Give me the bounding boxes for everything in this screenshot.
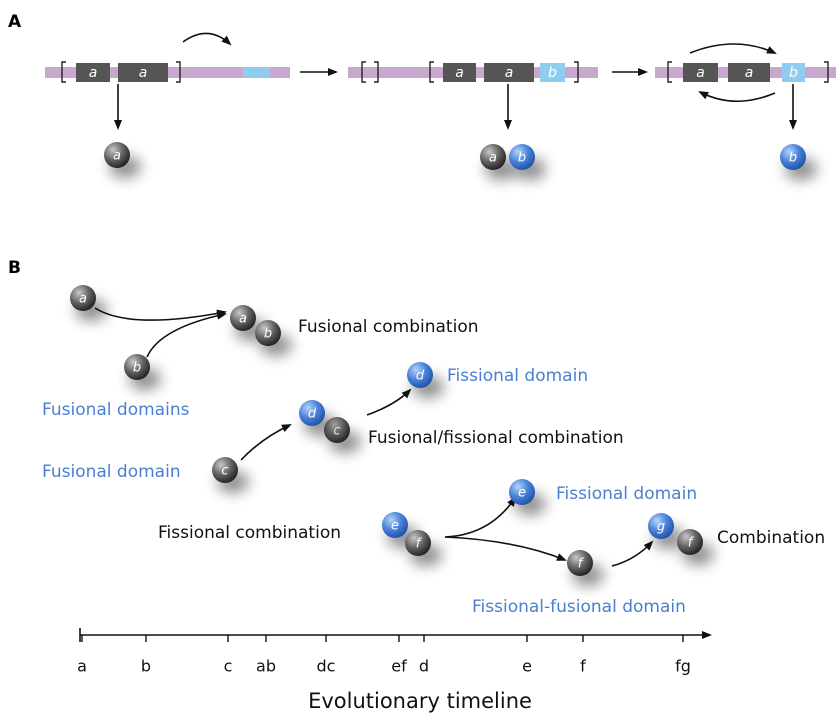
diagram: A B aaaabaabaabbababccddefefgfFusional c… [0, 0, 836, 717]
annotation: Combination [717, 528, 825, 548]
tick-label: fg [675, 657, 691, 676]
domain-label: a [745, 65, 754, 81]
tick-label: c [224, 657, 233, 676]
panel-label: A [8, 12, 22, 32]
sphere-label: b [518, 151, 526, 166]
sphere-label: c [221, 464, 228, 479]
tick-label: ab [256, 657, 276, 676]
annotation: Fissional domain [556, 484, 697, 504]
domain-label: a [696, 65, 705, 81]
domain-label: a [89, 65, 98, 81]
domain-label: a [139, 65, 148, 81]
tick-label: ef [391, 657, 407, 676]
tick-label: dc [317, 657, 336, 676]
sphere-label: a [239, 312, 247, 327]
sphere-label: a [113, 149, 121, 164]
domain-label: b [789, 65, 798, 81]
sphere-label: b [133, 361, 141, 376]
tick-label: a [77, 657, 87, 676]
annotation: Fusional domains [42, 400, 190, 420]
annotation: Fissional-fusional domain [472, 597, 686, 617]
page: {"panel_a": {"label": "A", "boxes": [{"t… [0, 0, 836, 717]
tick-label: f [580, 657, 586, 676]
sphere-label: e [391, 519, 399, 534]
sphere-label: b [264, 327, 272, 342]
sphere-label: a [489, 151, 497, 166]
domain-label: a [455, 65, 464, 81]
sphere-label: d [416, 369, 425, 384]
tick-label: d [419, 657, 429, 676]
domain-label: b [548, 65, 557, 81]
annotation: Fissional combination [158, 523, 341, 543]
sphere-label: b [789, 151, 797, 166]
annotation: Fusional combination [298, 317, 479, 337]
sphere-label: g [657, 520, 665, 535]
sphere-label: d [308, 407, 317, 422]
tick-label: e [522, 657, 532, 676]
sphere-label: a [79, 292, 87, 307]
annotation: Fusional domain [42, 462, 181, 482]
domain-label: a [505, 65, 514, 81]
annotation: Fissional domain [447, 366, 588, 386]
panel-label: B [8, 258, 21, 278]
sphere-label: e [518, 486, 526, 501]
axis-title: Evolutionary timeline [308, 689, 532, 713]
annotation: Fusional/fissional combination [368, 428, 624, 448]
tick-label: b [141, 657, 151, 676]
